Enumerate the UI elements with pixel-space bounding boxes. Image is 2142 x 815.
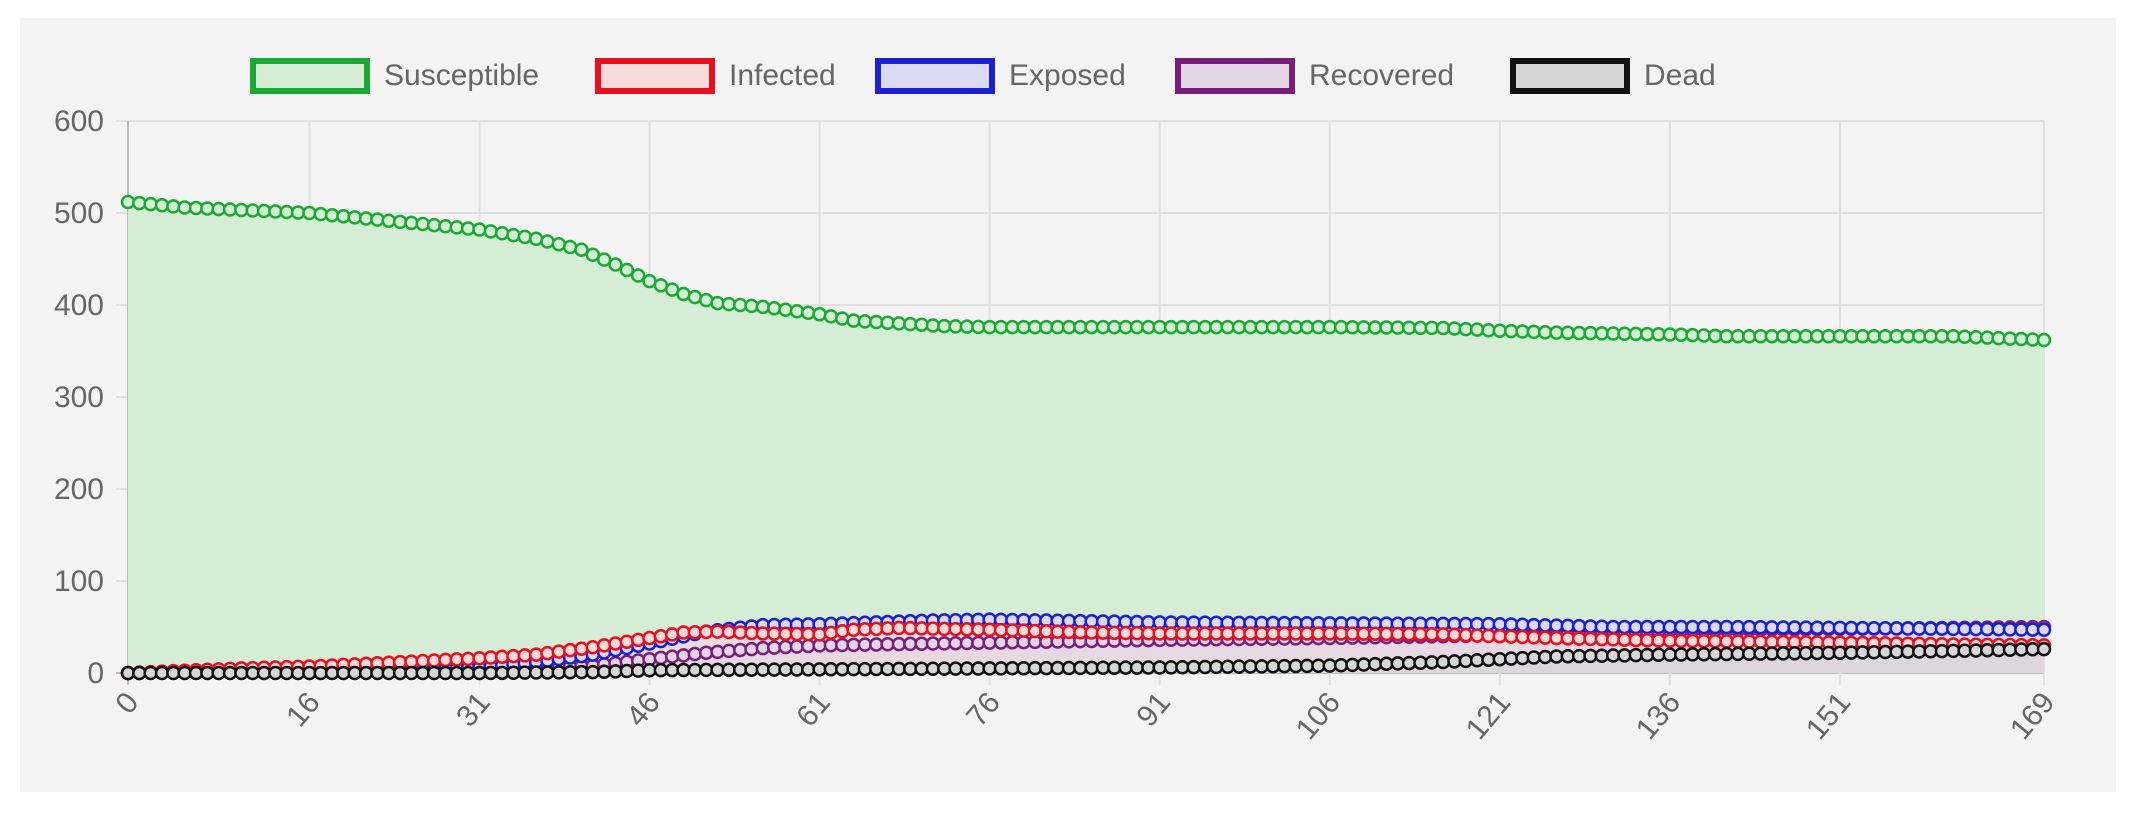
point-susceptible[interactable] [800,305,816,320]
point-susceptible[interactable] [472,222,487,237]
x-tick-label: 31 [450,686,497,733]
point-susceptible[interactable] [812,306,827,322]
legend-swatch [875,58,995,94]
point-susceptible[interactable] [551,237,567,252]
series-areas [128,201,2044,673]
legend-swatch [250,58,370,94]
y-tick-label: 400 [54,289,104,322]
x-tick-label: 76 [960,686,1007,733]
point-recovered[interactable] [653,650,669,666]
point-infected[interactable] [664,627,680,642]
y-tick-label: 0 [87,657,104,690]
point-infected[interactable] [812,627,827,642]
point-infected[interactable] [834,624,850,639]
legend-swatch [595,58,715,94]
x-tick-label: 91 [1130,686,1177,733]
x-tick-label: 106 [1290,686,1347,746]
x-tick-label: 151 [1800,686,1857,746]
x-tick-label: 61 [790,686,837,733]
legend-swatch [1175,58,1295,94]
point-exposed[interactable] [2036,622,2052,638]
point-recovered[interactable] [687,646,703,662]
series-lines [120,194,2052,681]
point-susceptible[interactable] [630,268,646,283]
x-tick-label: 16 [280,686,327,733]
x-tick-label: 169 [2004,686,2061,746]
point-infected[interactable] [596,638,612,653]
y-tick-label: 500 [54,197,104,230]
point-infected[interactable] [562,642,578,658]
point-infected[interactable] [608,636,623,651]
point-recovered[interactable] [664,649,680,664]
legend-label: Susceptible [384,59,540,92]
legend-swatch [1510,58,1630,94]
x-tick-label: 121 [1460,686,1517,746]
y-tick-label: 600 [54,105,104,138]
legend-label: Exposed [1009,59,1126,92]
point-susceptible[interactable] [528,231,544,247]
y-tick-label: 100 [54,565,104,598]
legend-label: Recovered [1309,59,1455,92]
point-dead[interactable] [2036,641,2052,657]
point-susceptible[interactable] [562,239,578,255]
series-susceptible [120,194,2052,348]
point-susceptible[interactable] [755,299,771,315]
y-tick-label: 300 [54,381,104,414]
legend: Susceptible Infected Exposed Recovered Dead [20,48,2116,104]
point-susceptible[interactable] [608,257,623,272]
line-chart: 0 100 200 300 400 500 600 0 16 31 46 61 76 91 106 121 13… [54,105,2061,746]
point-susceptible[interactable] [766,301,782,316]
point-susceptible[interactable] [540,234,555,249]
point-infected[interactable] [653,628,669,644]
point-susceptible[interactable] [619,262,635,278]
point-susceptible[interactable] [823,309,839,324]
point-susceptible[interactable] [506,227,521,243]
point-infected[interactable] [551,644,567,659]
point-infected[interactable] [823,625,839,641]
area-dead [128,649,2044,673]
point-susceptible[interactable] [834,311,850,326]
point-infected[interactable] [630,632,646,648]
legend-item-recovered[interactable]: Recovered [1175,48,1454,104]
point-infected[interactable] [642,630,657,646]
legend-item-susceptible[interactable]: Susceptible [250,48,539,104]
point-susceptible[interactable] [517,229,533,245]
point-susceptible[interactable] [789,304,805,319]
point-infected[interactable] [528,647,544,662]
legend-item-exposed[interactable]: Exposed [875,48,1126,104]
area-susceptible [128,201,2044,673]
point-infected[interactable] [585,639,601,655]
point-susceptible[interactable] [778,302,793,318]
point-infected[interactable] [540,645,555,661]
point-recovered[interactable] [676,648,691,663]
legend-label: Infected [729,59,836,92]
point-infected[interactable] [574,641,589,656]
legend-item-dead[interactable]: Dead [1510,48,1716,104]
legend-item-infected[interactable]: Infected [595,48,836,104]
x-tick-label: 46 [620,686,667,733]
series-dead [120,641,2052,681]
y-tick-label: 200 [54,473,104,506]
x-tick-label: 0 [109,686,145,720]
point-infected[interactable] [619,634,635,649]
point-susceptible[interactable] [2036,332,2052,348]
point-susceptible[interactable] [483,224,499,239]
point-susceptible[interactable] [494,225,510,241]
chart-card: Susceptible Infected Exposed Recovered Dead … [20,18,2116,792]
legend-label: Dead [1644,59,1716,92]
x-tick-label: 136 [1630,686,1687,746]
